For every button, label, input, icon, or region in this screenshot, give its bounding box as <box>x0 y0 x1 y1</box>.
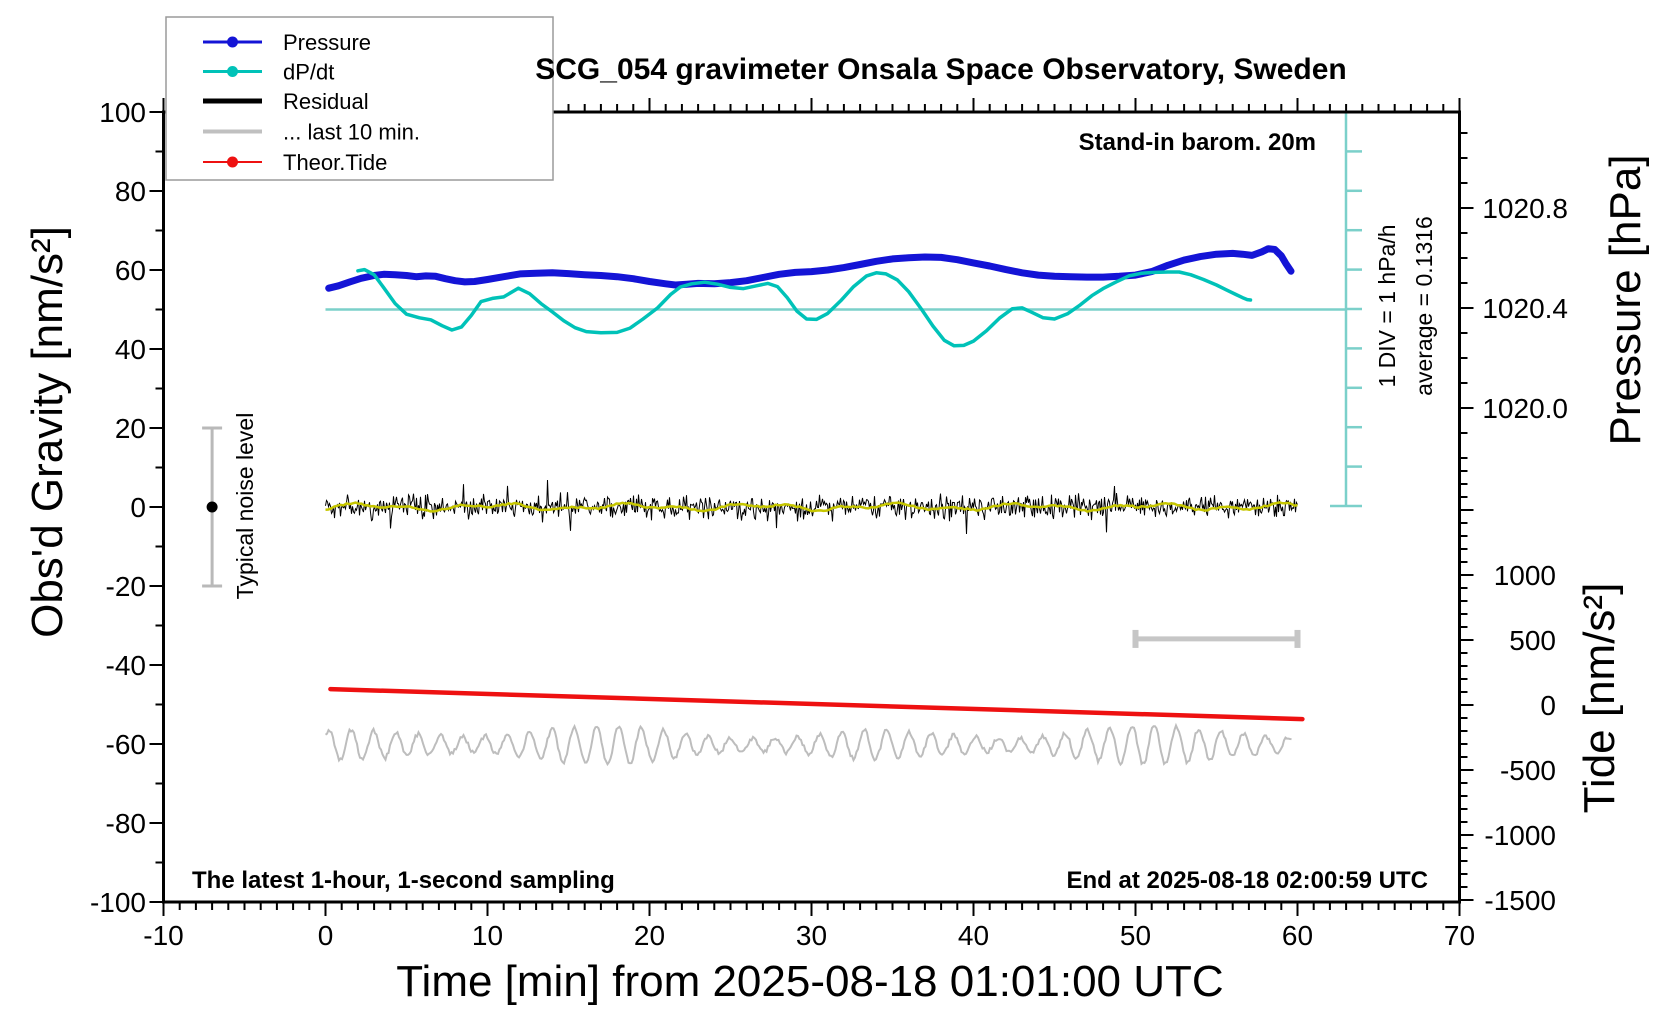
x-tick-label: 40 <box>958 920 989 951</box>
x-tick-label: 10 <box>472 920 503 951</box>
x-axis-label: Time [min] from 2025-08-18 01:01:00 UTC <box>396 957 1223 1006</box>
pressure-tick-label: 1020.0 <box>1482 393 1568 424</box>
tide-tick-label: -500 <box>1500 755 1556 786</box>
standin-annotation: Stand-in barom. 20m <box>1079 129 1316 156</box>
x-tick-label: 20 <box>634 920 665 951</box>
legend-label-pressure: Pressure <box>283 30 371 55</box>
x-tick-label: 70 <box>1444 920 1475 951</box>
plot-area: -10 0 10 20 30 40 50 60 70100806040200-20-40-60-… <box>90 97 1568 951</box>
pressure-tick-label: 1020.4 <box>1482 293 1568 324</box>
legend: Pressure dP/dt Residual ... last 10 min.… <box>165 16 554 181</box>
gravity-tick-label: 40 <box>115 334 146 365</box>
end-time-annotation: End at 2025-08-18 02:00:59 UTC <box>1067 867 1429 894</box>
gravity-tick-label: 80 <box>115 176 146 207</box>
x-tick-label: 0 <box>318 920 334 951</box>
div-scale-annotation: 1 DIV = 1 hPa/h <box>1374 224 1400 387</box>
y-axis-label-pressure: Pressure [hPa] <box>1601 154 1650 445</box>
gravity-tick-label: 0 <box>130 492 146 523</box>
tide-tick-label: 0 <box>1540 690 1556 721</box>
legend-label-dpdt: dP/dt <box>283 60 334 85</box>
x-tick-label: 60 <box>1282 920 1313 951</box>
y-axis-label-gravity: Obs'd Gravity [nm/s²] <box>23 226 72 638</box>
gravity-tick-label: 100 <box>99 97 146 128</box>
gravity-tick-label: -80 <box>106 808 146 839</box>
x-tick-label: 30 <box>796 920 827 951</box>
gravity-tick-label: 20 <box>115 413 146 444</box>
tide-tick-label: 1000 <box>1494 560 1556 591</box>
x-tick-label: 50 <box>1120 920 1151 951</box>
gravity-tick-label: -100 <box>90 887 146 918</box>
chart-title: SCG_054 gravimeter Onsala Space Observat… <box>535 53 1347 86</box>
gravity-tick-label: -60 <box>106 729 146 760</box>
y-axis-label-tide: Tide [nm/s²] <box>1575 583 1624 814</box>
x-tick-label: -10 <box>143 920 183 951</box>
gravity-tick-label: -20 <box>106 571 146 602</box>
legend-label-theortide: Theor.Tide <box>283 150 387 175</box>
sampling-annotation: The latest 1-hour, 1-second sampling <box>192 867 615 894</box>
gravity-tick-label: -40 <box>106 650 146 681</box>
tide-tick-label: -1500 <box>1484 885 1556 916</box>
average-annotation: average = 0.1316 <box>1411 216 1437 396</box>
noise-level-annotation: Typical noise level <box>232 413 258 600</box>
legend-label-residual: Residual <box>283 89 369 114</box>
pressure-tick-label: 1020.8 <box>1482 193 1568 224</box>
tide-tick-label: 500 <box>1509 625 1556 656</box>
legend-swatches <box>203 36 262 168</box>
gravity-tick-label: 60 <box>115 255 146 286</box>
tide-tick-label: -1000 <box>1484 820 1556 851</box>
legend-label-last10: ... last 10 min. <box>283 120 420 145</box>
